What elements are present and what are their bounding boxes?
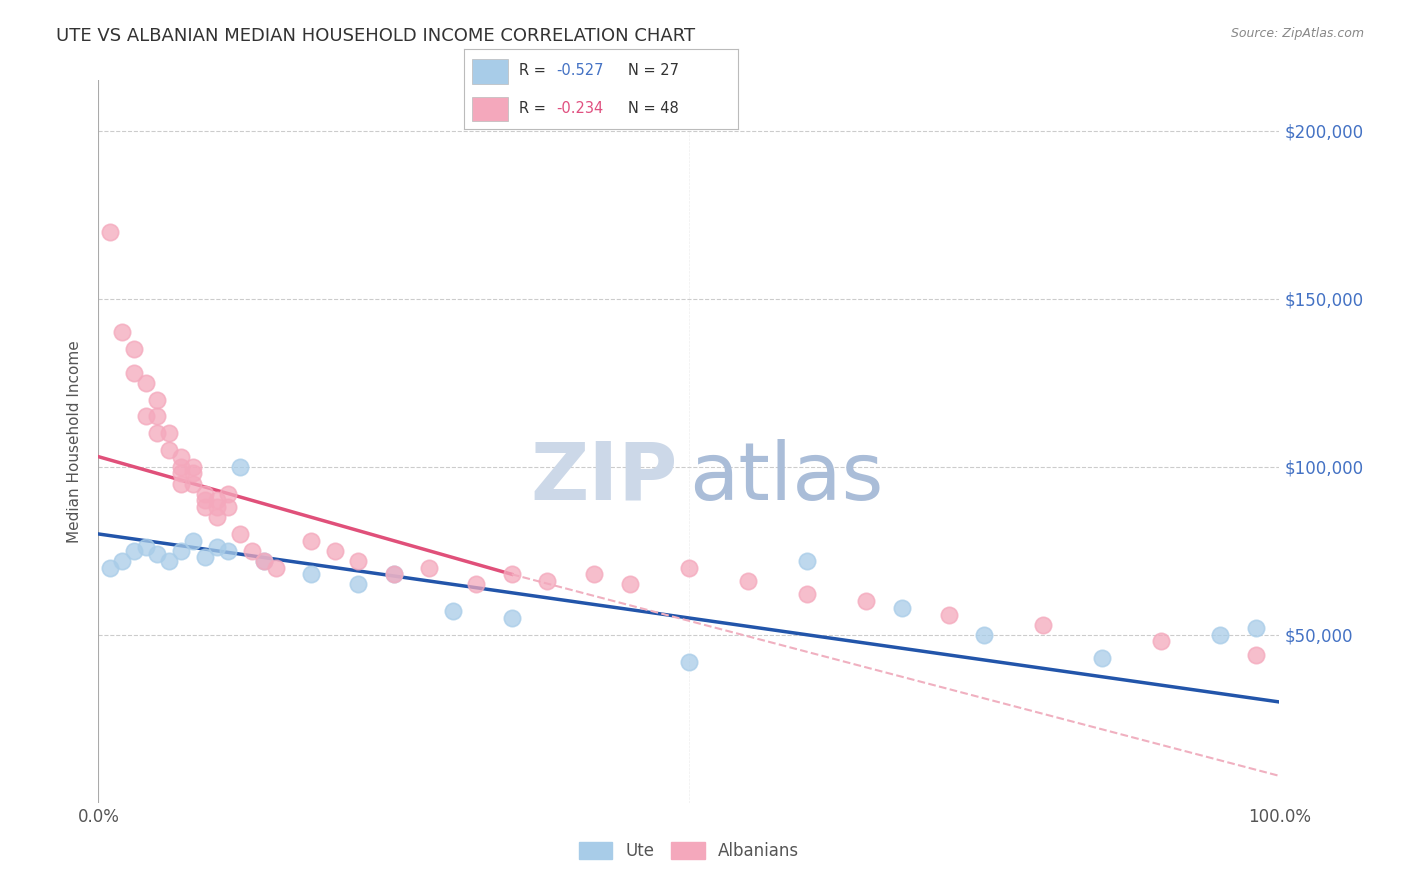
Point [205,510,228,524]
Point [240,543,263,558]
Text: -0.527: -0.527 [555,63,603,78]
Point [194,486,217,500]
Point [111,554,134,568]
Point [170,476,193,491]
Point [157,554,180,568]
Y-axis label: Median Household Income: Median Household Income [67,340,83,543]
Text: Source: ZipAtlas.com: Source: ZipAtlas.com [1230,27,1364,40]
Point [347,554,370,568]
Point [501,567,523,582]
Point [217,500,239,514]
Point [170,543,193,558]
Point [382,567,405,582]
Point [98,225,121,239]
Point [122,543,145,558]
Point [938,607,960,622]
FancyBboxPatch shape [472,60,508,84]
Point [205,541,228,555]
Text: -0.234: -0.234 [555,101,603,116]
Point [135,541,157,555]
Point [135,376,157,390]
Legend: Ute, Albanians: Ute, Albanians [572,835,806,867]
Point [1244,621,1267,635]
Point [1150,634,1173,648]
Point [194,550,217,565]
Point [1244,648,1267,662]
FancyBboxPatch shape [472,97,508,121]
Text: N = 27: N = 27 [628,63,679,78]
Point [1209,628,1232,642]
Text: N = 48: N = 48 [628,101,679,116]
Point [465,577,488,591]
Point [194,500,217,514]
Point [299,533,322,548]
Point [229,527,252,541]
Point [170,459,193,474]
Point [122,342,145,356]
Point [253,554,276,568]
Point [157,442,180,457]
Point [146,547,169,561]
Text: R =: R = [519,63,550,78]
Point [1091,651,1114,665]
Point [890,600,912,615]
Point [382,567,405,582]
Point [157,426,180,441]
Point [501,611,523,625]
Point [796,587,818,601]
Point [229,459,252,474]
Point [264,560,287,574]
Text: R =: R = [519,101,550,116]
Point [1032,617,1054,632]
Point [796,554,818,568]
Text: atlas: atlas [689,439,883,516]
Point [98,560,121,574]
Point [146,426,169,441]
Point [194,493,217,508]
Point [678,655,700,669]
Point [441,604,464,618]
Point [181,467,204,481]
Point [973,628,995,642]
Point [170,450,193,464]
Point [181,476,204,491]
Point [583,567,606,582]
Point [205,493,228,508]
Point [855,594,877,608]
Point [122,366,145,380]
Point [299,567,322,582]
Point [146,409,169,424]
Point [217,543,239,558]
Point [737,574,759,588]
Point [347,577,370,591]
Point [170,467,193,481]
Point [181,533,204,548]
Point [619,577,641,591]
Point [418,560,440,574]
Text: UTE VS ALBANIAN MEDIAN HOUSEHOLD INCOME CORRELATION CHART: UTE VS ALBANIAN MEDIAN HOUSEHOLD INCOME … [56,27,696,45]
Point [217,486,239,500]
Point [678,560,700,574]
Text: ZIP: ZIP [530,439,678,516]
Point [146,392,169,407]
Point [135,409,157,424]
Point [181,459,204,474]
Point [253,554,276,568]
Point [111,326,134,340]
Point [205,500,228,514]
Point [536,574,558,588]
Point [323,543,346,558]
